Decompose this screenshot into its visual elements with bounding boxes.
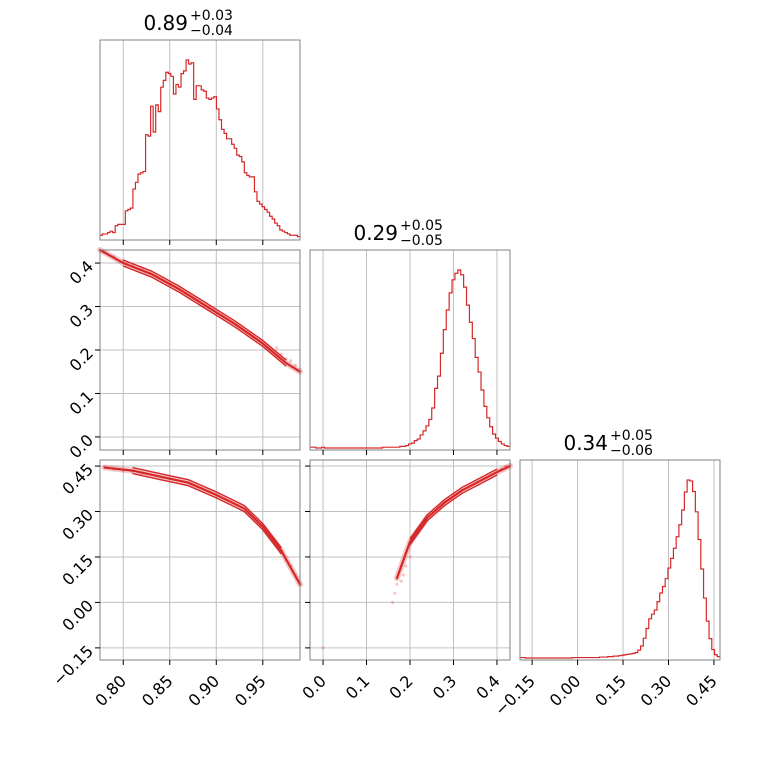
- histogram-p1: [310, 269, 510, 449]
- contour-line: [132, 466, 282, 549]
- x-tick-label-p2: 0.15: [591, 671, 630, 710]
- y-tick-label-p2: −0.15: [49, 642, 97, 690]
- title-minus-p1: −0.05: [400, 233, 443, 249]
- contour-line: [409, 468, 498, 540]
- y-tick-label-p1: 0.4: [66, 257, 97, 288]
- scatter-point: [393, 591, 397, 595]
- x-tick-label-p2: 0.30: [637, 671, 676, 710]
- contour-line: [103, 466, 302, 586]
- x-tick-label-p0: 0.80: [91, 671, 130, 710]
- x-tick-label-p1: 0.1: [342, 671, 373, 702]
- scatter-point: [275, 346, 279, 350]
- title-value-p0: 0.89: [143, 11, 188, 35]
- contour-line: [123, 259, 287, 361]
- title-value-p2: 0.34: [563, 431, 608, 455]
- x-tick-label-p1: 0.2: [385, 671, 416, 702]
- histogram-p0: [100, 59, 300, 238]
- scatter-point: [289, 359, 293, 363]
- x-tick-label-p2: 0.45: [682, 671, 721, 710]
- scatter-point: [401, 573, 406, 577]
- y-tick-label-p2: 0.15: [58, 551, 97, 590]
- scatter-point: [391, 600, 395, 605]
- panel-frame: [99, 459, 301, 661]
- x-tick-label-p1: 0.0: [298, 671, 329, 702]
- contour-line: [132, 472, 282, 555]
- x-tick-label-p0: 0.95: [231, 671, 270, 710]
- histogram-p2: [520, 479, 720, 659]
- scatter-point: [293, 363, 297, 367]
- contour-line: [395, 464, 512, 580]
- y-tick-label-p1: 0.0: [66, 431, 97, 462]
- title-minus-p0: −0.04: [190, 23, 233, 39]
- y-tick-label-p2: 0.45: [58, 460, 97, 499]
- title-plus-p0: +0.03: [190, 8, 233, 24]
- x-tick-label-p2: −0.15: [491, 671, 539, 719]
- y-tick-label-p2: 0.30: [58, 505, 97, 544]
- scatter-point: [321, 646, 325, 650]
- y-tick-label-p1: 0.3: [66, 300, 97, 331]
- contour-line: [98, 248, 302, 373]
- y-tick-label-p1: 0.1: [66, 387, 97, 418]
- title-plus-p2: +0.05: [610, 428, 653, 444]
- scatter-point: [404, 564, 408, 568]
- contour-line: [409, 474, 498, 546]
- y-tick-label-p1: 0.2: [66, 344, 97, 375]
- title-minus-p2: −0.06: [610, 443, 653, 459]
- panel-frame: [99, 39, 301, 241]
- scatter-point: [399, 579, 403, 583]
- panel-frame: [519, 459, 721, 661]
- x-tick-label-p1: 0.3: [429, 671, 460, 702]
- x-tick-label-p2: 0.00: [546, 671, 585, 710]
- x-tick-label-p0: 0.90: [184, 671, 223, 710]
- contour-line: [123, 265, 287, 367]
- y-tick-label-p2: 0.00: [58, 596, 97, 635]
- scatter-point: [408, 555, 412, 559]
- title-plus-p1: +0.05: [400, 218, 443, 234]
- x-tick-label-p0: 0.85: [138, 671, 177, 710]
- title-value-p1: 0.29: [353, 221, 398, 245]
- scatter-point: [395, 582, 399, 586]
